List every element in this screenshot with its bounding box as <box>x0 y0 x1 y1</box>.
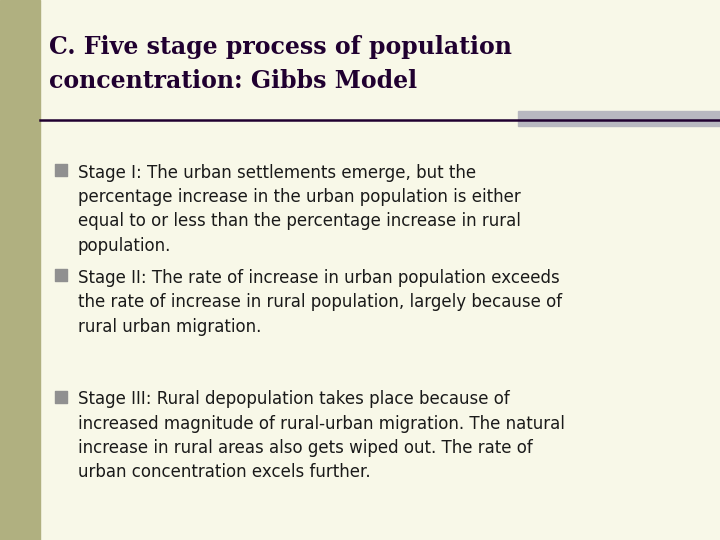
Text: C. Five stage process of population: C. Five stage process of population <box>49 35 512 59</box>
Text: Stage II: The rate of increase in urban population exceeds
the rate of increase : Stage II: The rate of increase in urban … <box>78 269 562 335</box>
Bar <box>0 0 40 540</box>
Text: Stage I: The urban settlements emerge, but the
percentage increase in the urban : Stage I: The urban settlements emerge, b… <box>78 164 521 254</box>
Text: concentration: Gibbs Model: concentration: Gibbs Model <box>49 69 417 93</box>
Point <box>55 271 67 280</box>
Bar <box>518 111 720 126</box>
Point <box>55 166 67 174</box>
Text: Stage III: Rural depopulation takes place because of
increased magnitude of rura: Stage III: Rural depopulation takes plac… <box>78 390 564 481</box>
Point <box>55 393 67 401</box>
